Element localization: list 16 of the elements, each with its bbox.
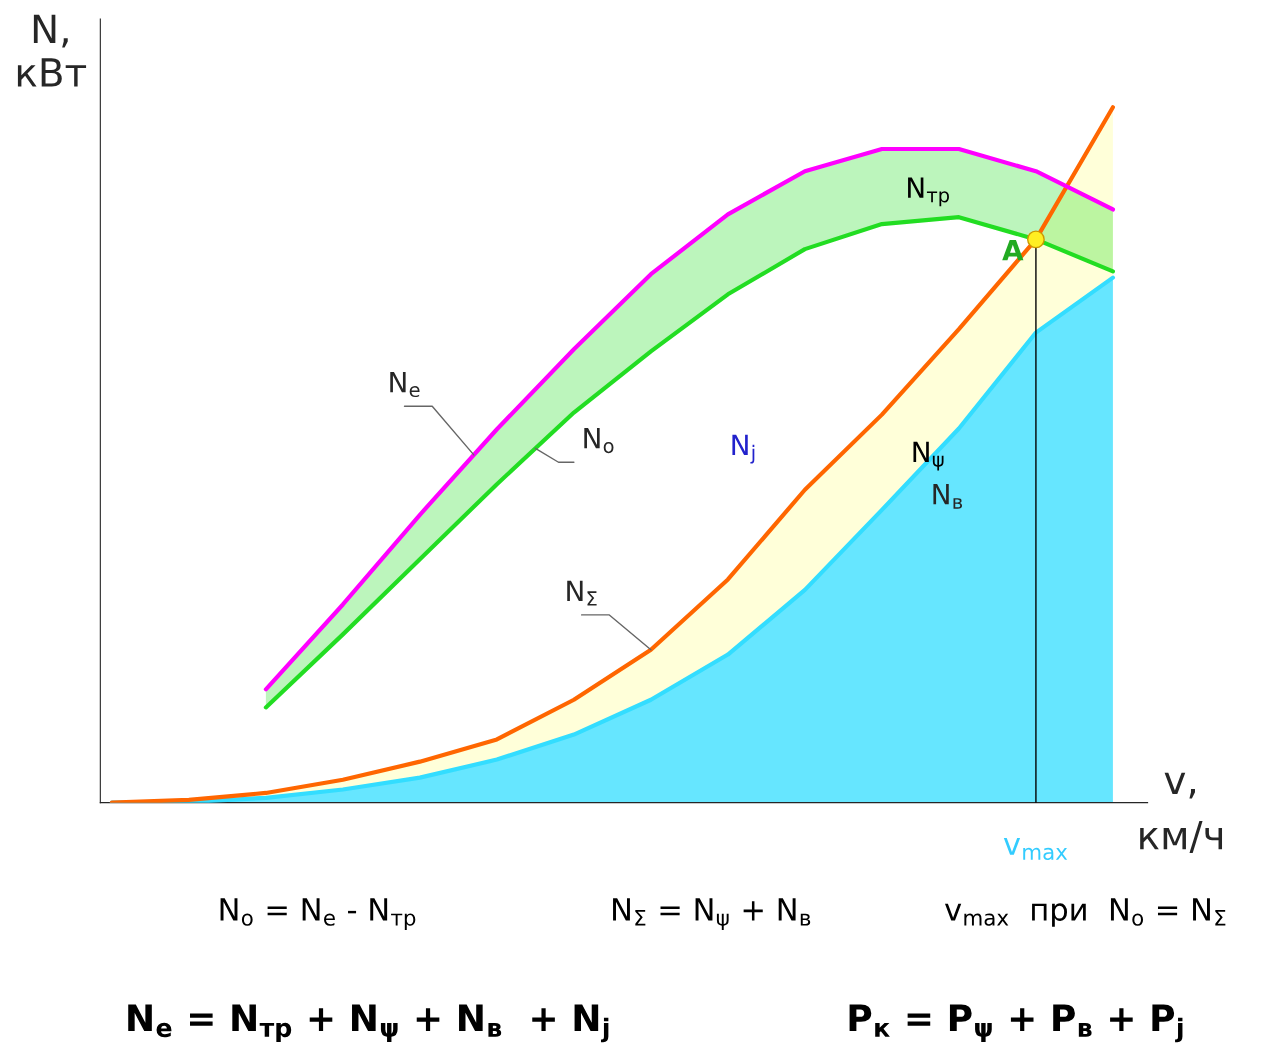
text: N$_{Σ}$ bbox=[567, 580, 597, 606]
series-label: N$_{в}$ bbox=[933, 483, 963, 509]
text: N$_{o}$ = N$_{e}$ - N$_{тр}$ bbox=[220, 898, 416, 930]
annotation: N$_{j}$ bbox=[732, 434, 755, 464]
y-axis-title: N, кВт bbox=[17, 14, 87, 87]
annotation: A bbox=[1002, 240, 1024, 261]
text: P$_{к}$ = P$_{ψ}$ + P$_{в}$ + P$_{j}$ bbox=[849, 1004, 1183, 1043]
text: N$_{e}$ bbox=[390, 372, 420, 398]
annotation: N$_{ψ}$ bbox=[913, 441, 944, 471]
x-axis-title: v, км/ч bbox=[1140, 772, 1223, 853]
text: N$_{Σ}$ = N$_{ψ}$ + N$_{в}$ bbox=[613, 898, 811, 930]
text: v$_{max}$ при N$_{o}$ = N$_{Σ}$ bbox=[944, 898, 1226, 927]
series-label: N$_{o}$ bbox=[584, 428, 614, 454]
text: N$_{e}$ = N$_{тр}$ + N$_{ψ}$ + N$_{в}$ + N$_{j}$ bbox=[128, 1004, 609, 1043]
annotation: N$_{тр}$ bbox=[908, 177, 949, 207]
text: v$_{max}$ bbox=[1003, 838, 1068, 861]
